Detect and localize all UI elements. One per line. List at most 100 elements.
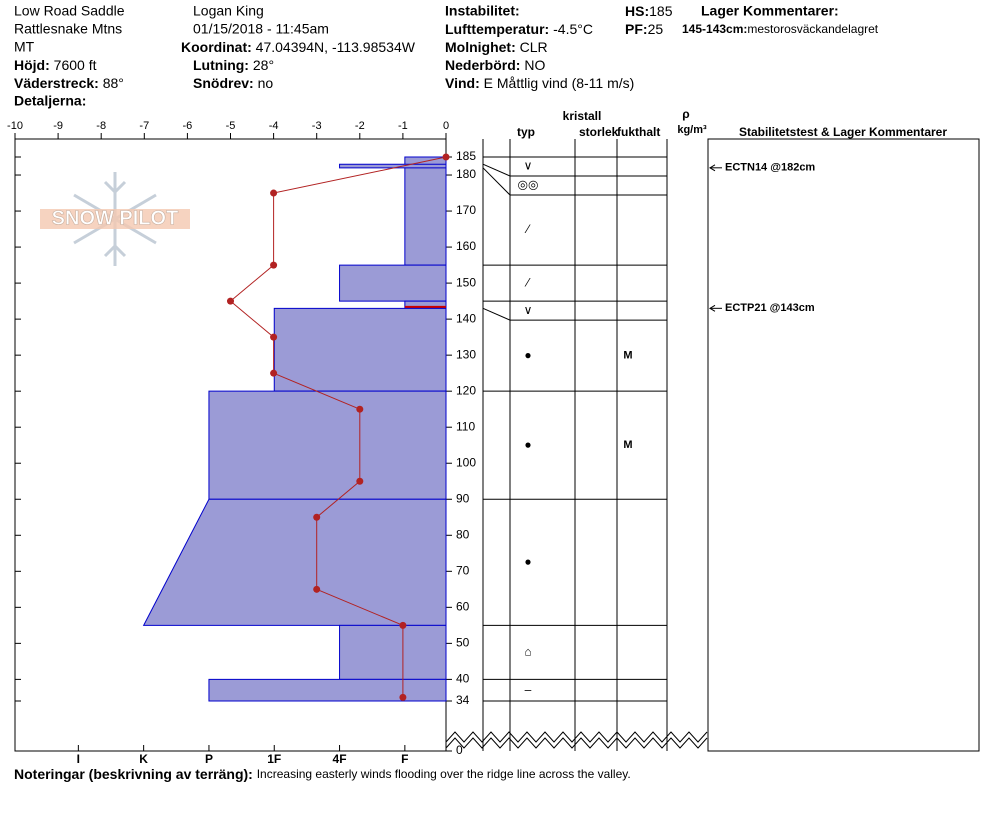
temperature-point [270, 189, 278, 197]
svg-text:Höjd: 7600 ft: Höjd: 7600 ft [14, 57, 97, 73]
plot: -10 -9 -8 -7 -6 -5 -4 -3 -2 -1 0034405060708090100… [7, 107, 980, 766]
y-tick-label: 150 [456, 275, 476, 289]
svg-text:Molnighet: CLR: Molnighet: CLR [445, 39, 548, 55]
y-tick-label: 40 [456, 672, 470, 686]
y-tick-label: 0 [456, 743, 463, 757]
label: Lager Kommentarer: [701, 3, 839, 19]
svg-text:Snödrev: no: Snödrev: no [193, 75, 273, 91]
column-header: ρ [682, 107, 689, 121]
value: -4.5°C [553, 21, 593, 37]
label: Nederbörd: [445, 57, 520, 73]
label: Detaljerna: [14, 93, 86, 109]
hardness-label: 1F [267, 752, 281, 766]
hardness-layer [142, 498, 447, 626]
grain-type: ∨ [524, 159, 533, 173]
hardness-layer [339, 264, 447, 302]
x-tick-label: -6 [183, 120, 193, 132]
value: 88° [103, 75, 124, 91]
observer: Logan King [193, 3, 264, 19]
y-tick-label: 130 [456, 347, 476, 361]
test-arrow-head [709, 164, 716, 172]
value: E Måttlig vind (8-11 m/s) [484, 75, 635, 91]
hardness-layer [208, 390, 447, 500]
label: Snödrev: [193, 75, 254, 91]
temperature-point [313, 513, 321, 521]
svg-text:Väderstreck: 88°: Väderstreck: 88° [14, 75, 124, 91]
temperature-point [313, 585, 321, 593]
grain-type: ⁄ [524, 222, 531, 236]
boundary-connector [482, 167, 511, 196]
hardness-layer [208, 678, 447, 702]
label: 145-143cm: [682, 22, 747, 36]
y-tick-label: 100 [456, 455, 476, 469]
temperature-point [399, 621, 407, 629]
temperature-point [442, 153, 450, 161]
value: 7600 ft [54, 57, 97, 73]
x-tick-label: -3 [312, 120, 322, 132]
grain-type: ● [524, 437, 531, 451]
label: Höjd: [14, 57, 50, 73]
grain-type: ● [524, 348, 531, 362]
label: PF: [625, 21, 648, 37]
hardness-layer [339, 163, 447, 169]
value: 185 [649, 3, 673, 19]
column-header: fukthalt [617, 125, 660, 139]
grain-type: ● [524, 554, 531, 568]
label: Instabilitet: [445, 3, 520, 19]
column-header: kg/m³ [677, 124, 707, 136]
svg-text:Lufttemperatur: -4.5°C: Lufttemperatur: -4.5°C [445, 21, 593, 37]
grain-type: ◎◎ [518, 178, 539, 192]
logo-band [40, 209, 190, 229]
state: MT [14, 39, 35, 55]
temperature-point [399, 693, 407, 701]
y-tick-label: 50 [456, 636, 470, 650]
svg-text:145-143cm:mestorosväckandelagr: 145-143cm:mestorosväckandelagret [682, 22, 879, 36]
label: Lutning: [193, 57, 249, 73]
y-tick-label: 120 [456, 383, 476, 397]
svg-text:HS:185: HS:185 [625, 3, 673, 19]
temperature-point [270, 261, 278, 269]
temperature-line [229, 156, 447, 698]
range: Rattlesnake Mtns [14, 21, 122, 37]
x-tick-label: -2 [355, 120, 365, 132]
hardness-label: I [77, 752, 80, 766]
value: no [258, 75, 274, 91]
label: Molnighet: [445, 39, 516, 55]
y-tick-label: 90 [456, 491, 470, 505]
moisture: M [623, 350, 632, 362]
x-tick-label: -5 [226, 120, 236, 132]
datetime: 01/15/2018 - 11:45am [193, 21, 329, 37]
temperature-point [227, 297, 234, 305]
label: Väderstreck: [14, 75, 99, 91]
y-tick-label: 60 [456, 600, 470, 614]
notes-text: Increasing easterly winds flooding over … [257, 767, 631, 781]
column-header: typ [517, 125, 535, 139]
axis-break [445, 737, 708, 749]
grain-type: ∨ [524, 303, 533, 317]
value: 47.04394N, -113.98534W [256, 39, 416, 55]
y-tick-label: 170 [456, 203, 476, 217]
test-label: ECTP21 @143cm [725, 302, 815, 314]
test-label: ECTN14 @182cm [725, 162, 815, 174]
label: Lufttemperatur: [445, 21, 549, 37]
label: Vind: [445, 75, 480, 91]
label: HS: [625, 3, 649, 19]
value: CLR [520, 39, 548, 55]
hardness-label: P [205, 752, 213, 766]
moisture: M [623, 439, 632, 451]
logo-text: SNOW PILOT [52, 207, 179, 229]
x-tick-label: -1 [398, 120, 408, 132]
axis-break [445, 731, 708, 743]
hardness-layer [339, 624, 447, 680]
svg-text:Koordinat: 47.04394N, -113.985: Koordinat: 47.04394N, -113.98534W [181, 39, 416, 55]
column-header: kristall [563, 109, 602, 123]
x-tick-label: -9 [53, 120, 63, 132]
grain-type: ⁄ [524, 275, 531, 289]
temperature-point [356, 477, 364, 485]
grain-type: – [525, 682, 532, 696]
x-tick-label: 0 [443, 120, 449, 132]
y-tick-label: 180 [456, 167, 476, 181]
y-tick-label: 80 [456, 527, 470, 541]
x-tick-label: -7 [139, 120, 149, 132]
hardness-label: K [139, 752, 148, 766]
